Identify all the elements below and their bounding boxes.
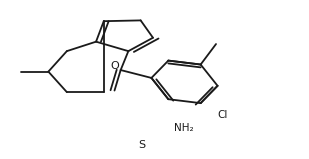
- Text: S: S: [139, 140, 146, 150]
- Text: O: O: [110, 61, 119, 71]
- Text: Cl: Cl: [218, 110, 228, 120]
- Text: NH₂: NH₂: [175, 123, 194, 133]
